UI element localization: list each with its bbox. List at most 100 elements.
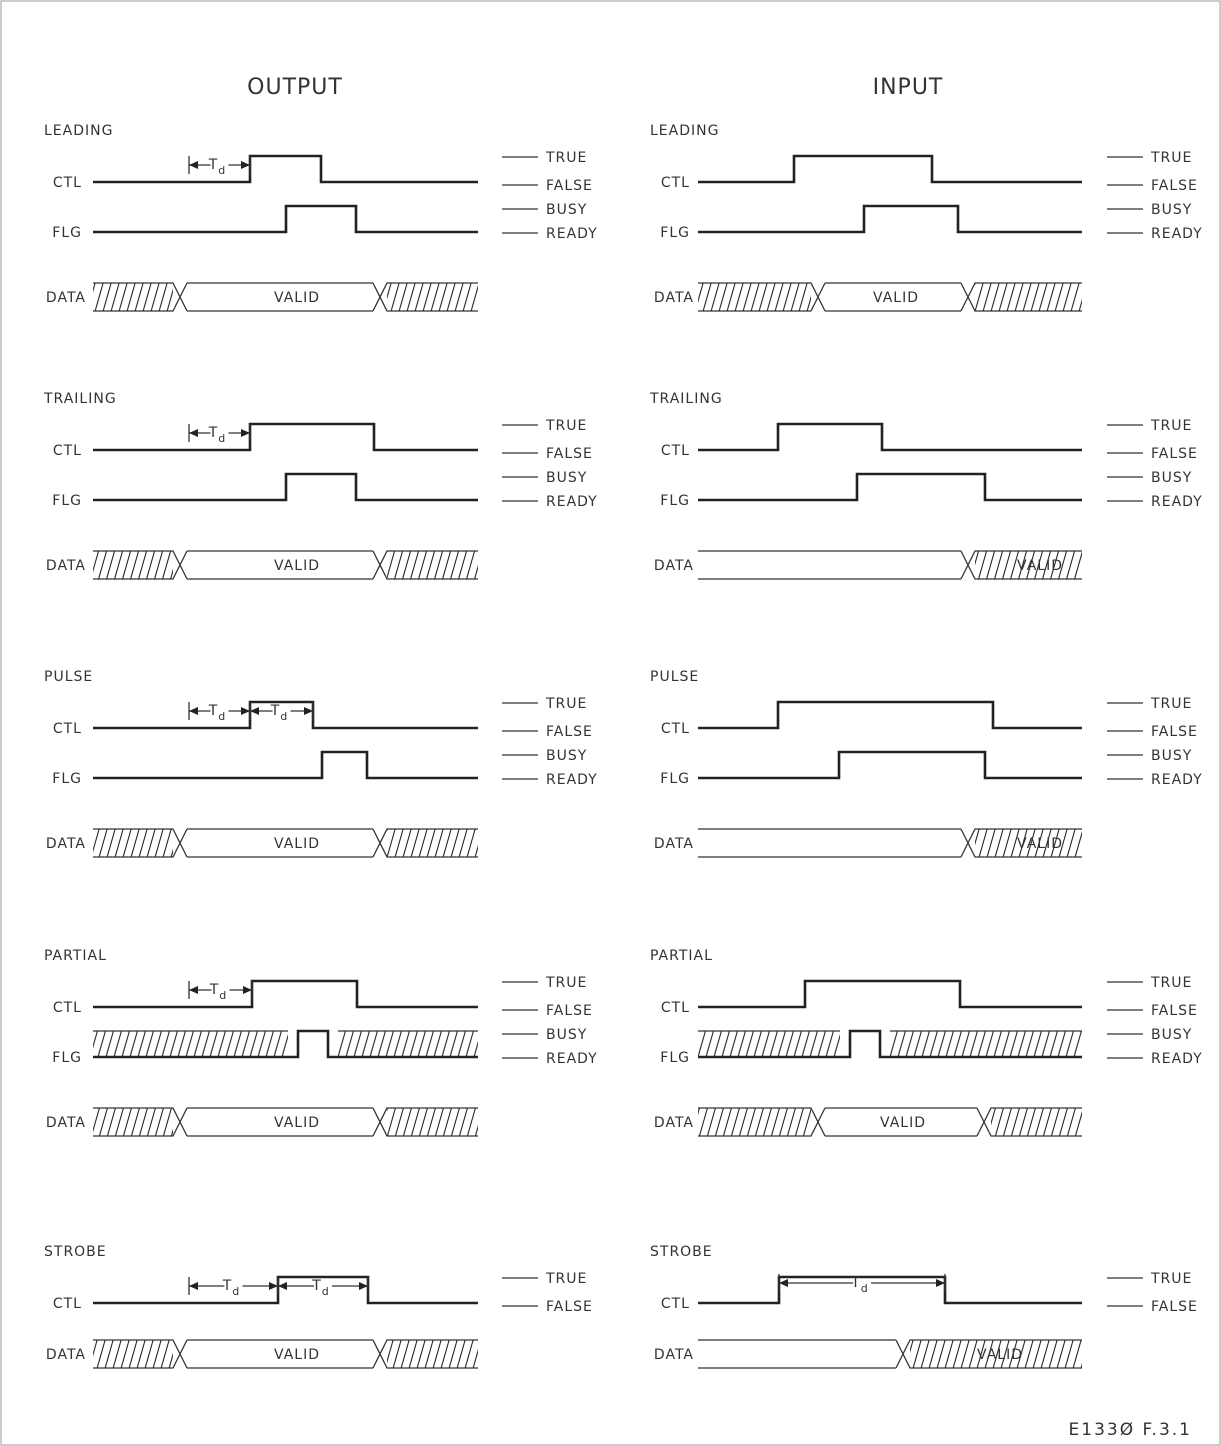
input-pulse-busy-label: BUSY	[1151, 748, 1192, 764]
input-leading-false-label: FALSE	[1151, 178, 1198, 194]
output-trailing-flg-label: FLG	[52, 493, 82, 509]
output-partial-td-marker-arrow	[243, 986, 252, 994]
output-pulse-busy-label: BUSY	[546, 748, 587, 764]
input-trailing-data-bus-crossover	[960, 550, 1082, 580]
input-pulse-data-bus-crossover	[960, 828, 1082, 858]
output-leading-data-bus-valid-label: VALID	[274, 290, 320, 306]
output-leading-flg-label: FLG	[52, 225, 82, 241]
output-strobe-ctl-trace	[93, 1275, 478, 1305]
input-partial-true-label: TRUE	[1150, 975, 1192, 991]
output-strobe-td-marker: Td	[277, 1277, 369, 1298]
output-strobe-td-marker: Td	[188, 1277, 279, 1298]
input-partial-ready-label: READY	[1151, 1051, 1203, 1067]
output-trailing-ready-label: READY	[546, 494, 598, 510]
output-partial-flg-trace	[93, 1029, 478, 1059]
output-pulse-td-marker-label: Td	[208, 703, 227, 723]
input-partial-data-bus-crossover	[698, 1107, 826, 1137]
input-pulse-ctl-trace	[698, 700, 1082, 730]
input-partial-data-bus-crossover	[976, 1107, 1082, 1137]
input-leading-data-bus-invalid-hatch	[698, 283, 811, 311]
output-trailing-td-marker-arrow	[189, 429, 198, 437]
input-partial-ctl-label: CTL	[661, 1000, 690, 1016]
output-strobe-data-bus-valid-label: VALID	[274, 1347, 320, 1363]
output-pulse-flg-trace	[93, 750, 478, 780]
input-trailing-data-bus-valid-label: VALID	[1017, 558, 1063, 574]
output-trailing-data-bus-crossover	[93, 550, 188, 580]
output-pulse-td-marker-label: Td	[270, 703, 289, 723]
output-pulse-ready-label: READY	[546, 772, 598, 788]
input-pulse-data-label: DATA	[654, 836, 694, 852]
input-strobe-false-label: FALSE	[1151, 1299, 1198, 1315]
output-partial-data-bus-valid-label: VALID	[274, 1115, 320, 1131]
output-strobe-data-bus-crossover	[93, 1339, 188, 1369]
output-pulse-data-bus-invalid-hatch	[93, 829, 173, 857]
input-leading-true-label: TRUE	[1150, 150, 1192, 166]
input-pulse-data-bus-valid-edges	[698, 828, 961, 858]
input-partial-flg-trace	[698, 1029, 1082, 1059]
input-trailing-data-bus-invalid-hatch	[975, 551, 1082, 579]
output-strobe-data-bus-invalid-hatch	[387, 1340, 478, 1368]
output-pulse-data-bus-valid-edges	[187, 828, 373, 858]
output-partial-ctl-trace	[93, 979, 478, 1009]
figure-id: E133Ø F.3.1	[1069, 1420, 1192, 1440]
input-partial-mode-label: PARTIAL	[650, 948, 713, 964]
output-partial-data-bus-crossover	[372, 1107, 478, 1137]
input-pulse-false-label: FALSE	[1151, 724, 1198, 740]
input-leading-data-bus-invalid-hatch	[975, 283, 1082, 311]
output-leading-true-label: TRUE	[545, 150, 587, 166]
input-leading-busy-label: BUSY	[1151, 202, 1192, 218]
output-partial-data-bus-valid-edges	[187, 1107, 373, 1137]
input-leading-data-bus-crossover	[960, 282, 1082, 312]
input-strobe-td-marker: Td	[778, 1274, 946, 1295]
output-trailing-true-label: TRUE	[545, 418, 587, 434]
input-leading-data-label: DATA	[654, 290, 694, 306]
output-partial-ready-label: READY	[546, 1051, 598, 1067]
output-leading-busy-label: BUSY	[546, 202, 587, 218]
input-pulse-true-label: TRUE	[1150, 696, 1192, 712]
output-pulse-data-bus-invalid-hatch	[387, 829, 478, 857]
output-partial-flg-trace-hatch	[93, 1031, 288, 1057]
output-pulse-td-marker: Td	[249, 702, 314, 723]
output-leading-mode-label: LEADING	[44, 123, 113, 139]
output-partial-ctl-label: CTL	[53, 1000, 82, 1016]
output-leading-td-marker-label: Td	[208, 157, 227, 177]
input-partial-data-bus-invalid-hatch	[991, 1108, 1082, 1136]
output-partial-false-label: FALSE	[546, 1003, 593, 1019]
input-partial-false-label: FALSE	[1151, 1003, 1198, 1019]
input-leading-mode-label: LEADING	[650, 123, 719, 139]
output-partial-flg-label: FLG	[52, 1050, 82, 1066]
input-trailing-ready-label: READY	[1151, 494, 1203, 510]
output-leading-ctl-label: CTL	[53, 175, 82, 191]
input-strobe-data-label: DATA	[654, 1347, 694, 1363]
input-partial-data-bus-valid-edges	[825, 1107, 977, 1137]
output-leading-ready-label: READY	[546, 226, 598, 242]
input-pulse-mode-label: PULSE	[650, 669, 699, 685]
input-leading-data-bus-crossover	[698, 282, 826, 312]
input-pulse-flg-label: FLG	[660, 771, 690, 787]
input-partial-busy-label: BUSY	[1151, 1027, 1192, 1043]
output-trailing-data-bus-valid-edges	[187, 550, 373, 580]
output-trailing-ctl-label: CTL	[53, 443, 82, 459]
output-leading-td-marker-arrow	[241, 161, 250, 169]
output-heading: OUTPUT	[247, 75, 343, 100]
input-partial-data-bus-invalid-hatch	[698, 1108, 811, 1136]
output-trailing-false-label: FALSE	[546, 446, 593, 462]
input-leading-data-bus-valid-label: VALID	[873, 290, 919, 306]
input-leading-data-bus-valid-edges	[825, 282, 961, 312]
output-pulse-data-bus-crossover	[93, 828, 188, 858]
input-pulse-ready-label: READY	[1151, 772, 1203, 788]
output-strobe-td-marker-arrow	[278, 1282, 287, 1290]
input-trailing-data-label: DATA	[654, 558, 694, 574]
output-pulse-td-marker-arrow	[304, 707, 313, 715]
output-trailing-data-bus-crossover	[372, 550, 478, 580]
input-strobe-data-bus-valid-edges	[698, 1339, 896, 1369]
output-pulse-true-label: TRUE	[545, 696, 587, 712]
output-strobe-ctl-label: CTL	[53, 1296, 82, 1312]
output-leading-data-bus-valid-edges	[187, 282, 373, 312]
input-strobe-ctl-label: CTL	[661, 1296, 690, 1312]
input-leading-ctl-trace	[698, 154, 1082, 184]
input-strobe-td-marker-arrow	[936, 1279, 945, 1287]
input-partial-data-label: DATA	[654, 1115, 694, 1131]
output-trailing-data-bus-valid-label: VALID	[274, 558, 320, 574]
